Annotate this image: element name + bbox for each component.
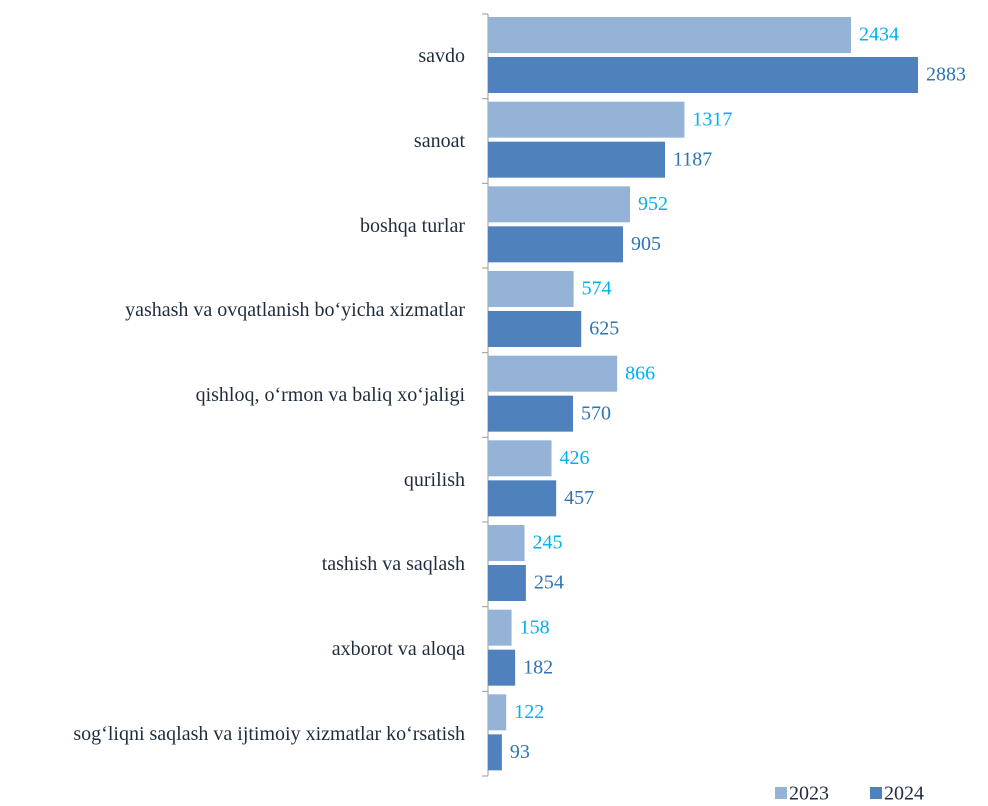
- bar: [488, 17, 852, 53]
- bar: [488, 395, 574, 432]
- bar: [488, 525, 525, 561]
- bar: [488, 649, 516, 686]
- category-label: boshqa turlar: [360, 214, 465, 237]
- legend-swatch: [775, 787, 787, 799]
- category-label: qurilish: [403, 468, 465, 491]
- bar: [488, 440, 552, 477]
- value-label: 93: [510, 741, 530, 763]
- value-label: 2434: [859, 24, 899, 46]
- bar: [488, 141, 666, 178]
- value-label: 182: [523, 656, 553, 678]
- bar: [488, 565, 526, 601]
- bar: [488, 311, 582, 347]
- bar: [488, 609, 512, 646]
- value-label: 122: [514, 701, 544, 723]
- value-label: 245: [533, 532, 563, 554]
- bar: [488, 57, 918, 93]
- value-label: 952: [638, 193, 668, 215]
- bar: [488, 226, 623, 263]
- legend-label: 2023: [789, 783, 829, 805]
- category-label: sog‘liqni saqlash va ijtimoiy xizmatlar …: [73, 722, 465, 745]
- bar: [488, 271, 574, 307]
- value-label: 158: [520, 616, 550, 638]
- value-label: 570: [581, 402, 611, 424]
- value-label: 1317: [692, 108, 732, 130]
- value-label: 574: [582, 278, 612, 300]
- category-label: axborot va aloqa: [331, 638, 465, 660]
- value-label: 1187: [673, 148, 712, 170]
- bar: [488, 734, 502, 771]
- value-label: 426: [560, 447, 590, 469]
- legend-swatch: [870, 787, 882, 799]
- bar: [488, 186, 630, 223]
- value-label: 866: [625, 362, 655, 384]
- category-label: tashish va saqlash: [321, 553, 465, 576]
- category-label: yashash va ovqatlanish bo‘yicha xizmatla…: [125, 299, 465, 322]
- value-label: 2883: [926, 64, 966, 86]
- bar: [488, 480, 557, 517]
- category-label: sanoat: [413, 130, 465, 152]
- category-label: qishloq, o‘rmon va baliq xo‘jaligi: [195, 384, 465, 406]
- bar: [488, 355, 618, 392]
- value-label: 905: [631, 233, 661, 255]
- bar: [488, 694, 507, 731]
- bar: [488, 101, 685, 138]
- value-label: 254: [534, 572, 564, 594]
- category-label: savdo: [418, 45, 465, 68]
- value-label: 625: [589, 318, 619, 340]
- legend-label: 2024: [884, 783, 924, 805]
- value-label: 457: [564, 487, 594, 509]
